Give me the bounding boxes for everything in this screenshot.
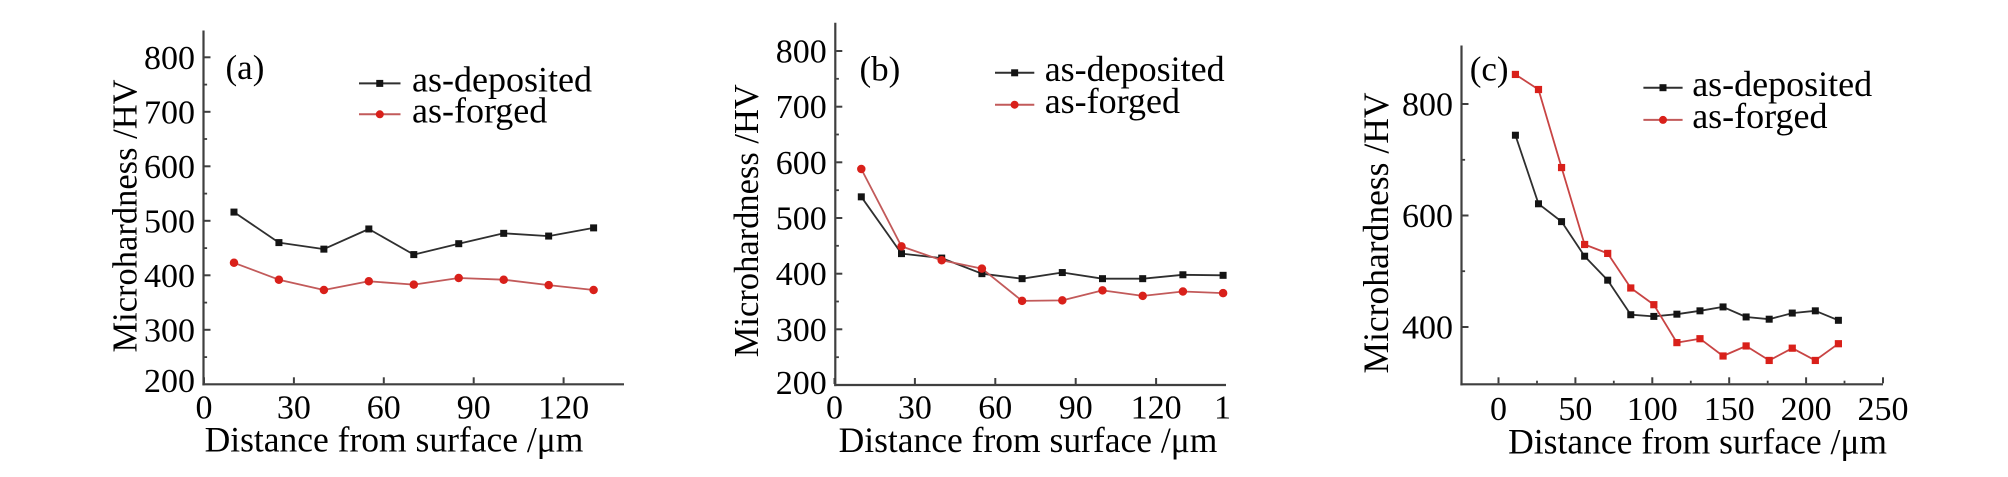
svg-text:150: 150 — [1704, 391, 1755, 428]
svg-text:200: 200 — [144, 363, 195, 400]
svg-text:60: 60 — [367, 390, 401, 427]
svg-text:120: 120 — [538, 390, 589, 427]
svg-text:as-forged: as-forged — [412, 91, 547, 131]
svg-text:250: 250 — [1858, 391, 1909, 428]
svg-text:30: 30 — [277, 390, 311, 427]
svg-text:90: 90 — [1059, 390, 1093, 427]
svg-text:(c): (c) — [1470, 49, 1509, 88]
svg-text:Distance from surface /μm: Distance from surface /μm — [205, 420, 584, 460]
svg-text:200: 200 — [776, 365, 827, 402]
svg-text:30: 30 — [898, 390, 932, 427]
svg-text:500: 500 — [144, 203, 195, 240]
svg-text:600: 600 — [1402, 198, 1453, 235]
svg-text:0: 0 — [196, 390, 213, 427]
svg-text:as-deposited: as-deposited — [412, 60, 592, 100]
svg-text:800: 800 — [144, 40, 195, 77]
svg-text:400: 400 — [1402, 310, 1453, 347]
svg-text:400: 400 — [776, 256, 827, 293]
svg-text:300: 300 — [144, 312, 195, 349]
svg-text:600: 600 — [776, 145, 827, 182]
svg-text:800: 800 — [1402, 87, 1453, 124]
svg-text:120: 120 — [1131, 390, 1182, 427]
svg-text:0: 0 — [1490, 391, 1507, 428]
svg-text:800: 800 — [776, 34, 827, 71]
svg-text:as-forged: as-forged — [1045, 81, 1180, 121]
svg-text:as-deposited: as-deposited — [1045, 49, 1225, 89]
svg-text:200: 200 — [1781, 391, 1832, 428]
svg-text:0: 0 — [826, 390, 843, 427]
svg-text:Microhardness /HV: Microhardness /HV — [1356, 92, 1396, 373]
svg-text:100: 100 — [1627, 391, 1678, 428]
svg-text:Microhardness /HV: Microhardness /HV — [107, 79, 145, 352]
svg-text:(b): (b) — [860, 50, 901, 89]
svg-text:as-forged: as-forged — [1692, 96, 1827, 136]
svg-text:700: 700 — [776, 89, 827, 126]
svg-text:1: 1 — [1214, 390, 1231, 427]
svg-text:Distance from surface /μm: Distance from surface /μm — [839, 420, 1218, 460]
svg-text:Distance from surface /μm: Distance from surface /μm — [1508, 421, 1887, 461]
svg-text:(a): (a) — [226, 48, 265, 87]
svg-text:300: 300 — [776, 312, 827, 349]
svg-text:Microhardness /HV: Microhardness /HV — [728, 84, 766, 357]
svg-text:90: 90 — [457, 390, 491, 427]
svg-text:700: 700 — [144, 94, 195, 131]
svg-text:600: 600 — [144, 149, 195, 186]
svg-text:400: 400 — [144, 258, 195, 295]
svg-text:60: 60 — [978, 390, 1012, 427]
svg-text:50: 50 — [1558, 391, 1592, 428]
svg-text:500: 500 — [776, 201, 827, 238]
svg-text:as-deposited: as-deposited — [1692, 64, 1872, 104]
